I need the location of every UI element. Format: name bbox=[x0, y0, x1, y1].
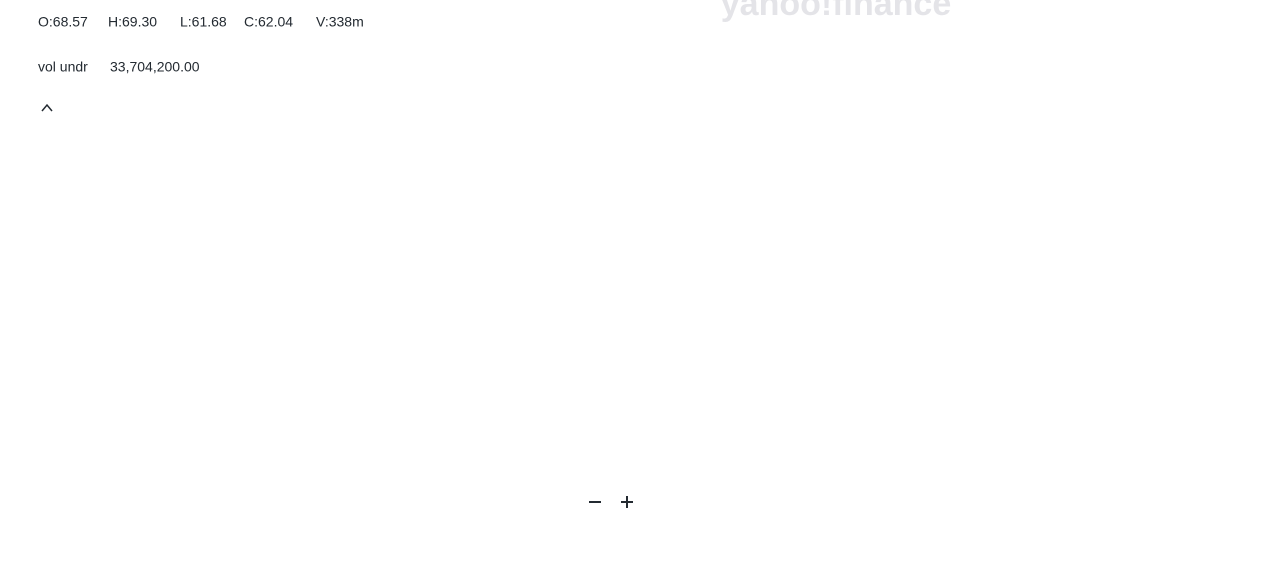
collapse-button[interactable] bbox=[34, 96, 60, 118]
ohlc-close: C:62.04 bbox=[244, 14, 293, 30]
watermark: yahoo!finance bbox=[721, 0, 951, 23]
indicator-value: 33,704,200.00 bbox=[110, 59, 200, 75]
ohlc-volume: V:338m bbox=[316, 14, 364, 30]
ohlc-low: L:61.68 bbox=[180, 14, 227, 30]
collapse-icon bbox=[41, 103, 53, 112]
ohlc-high: H:69.30 bbox=[108, 14, 157, 30]
ohlc-open: O:68.57 bbox=[38, 14, 88, 30]
indicator-backdrop bbox=[30, 54, 230, 82]
header-backdrop bbox=[30, 6, 390, 38]
indicator-label: vol undr bbox=[38, 59, 88, 75]
